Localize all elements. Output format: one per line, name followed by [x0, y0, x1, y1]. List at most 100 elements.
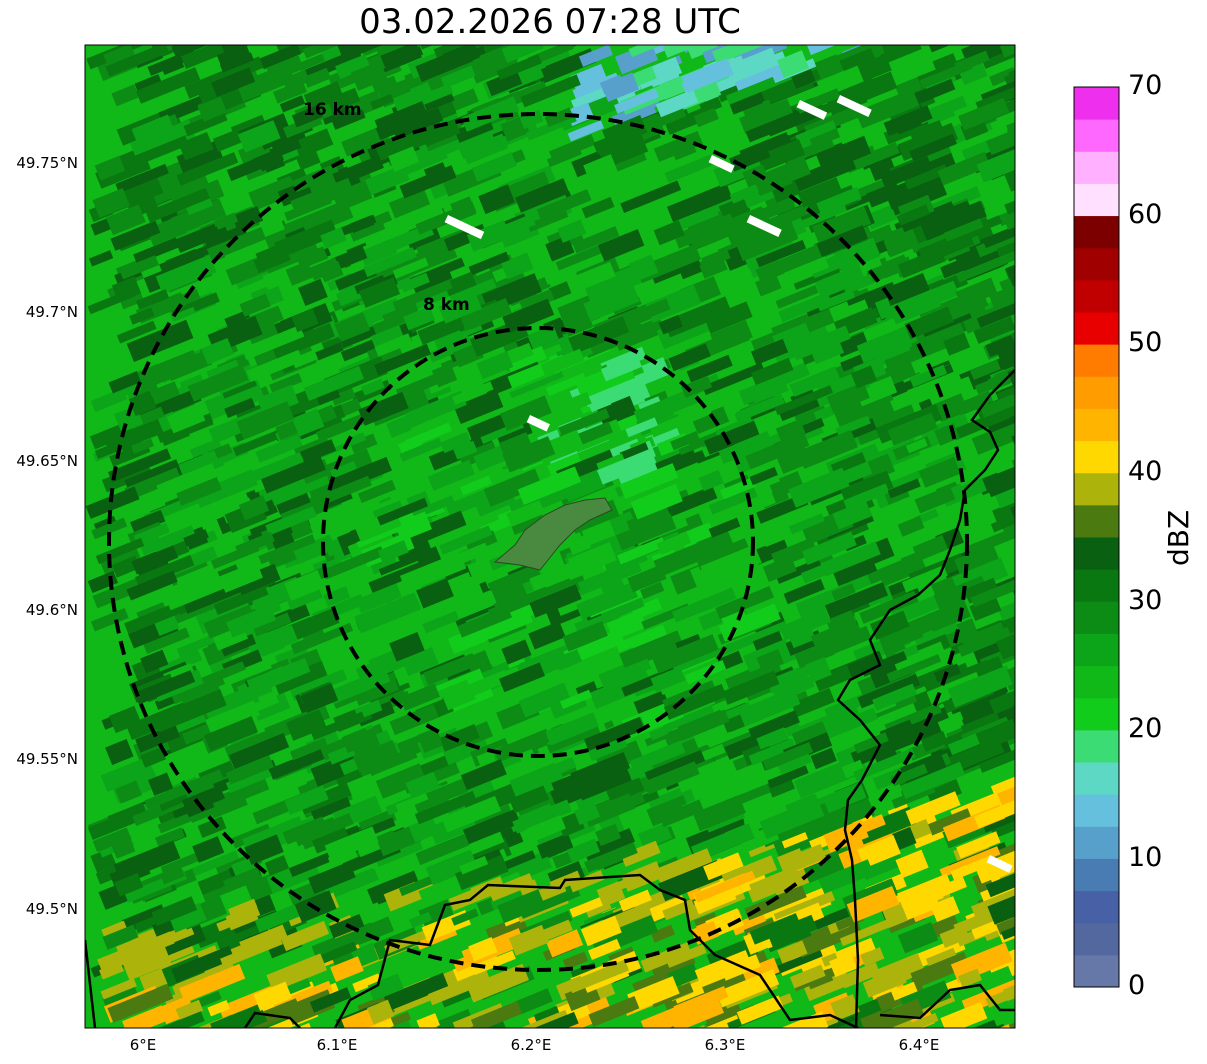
reflectivity-cell	[900, 761, 966, 799]
reflectivity-cell	[197, 816, 227, 838]
reflectivity-cell	[457, 130, 498, 160]
reflectivity-cell	[376, 497, 429, 526]
reflectivity-cell	[907, 1012, 939, 1028]
reflectivity-cell	[213, 584, 269, 616]
reflectivity-cell	[417, 727, 444, 753]
reflectivity-cell	[703, 420, 760, 455]
reflectivity-cell	[1035, 29, 1098, 64]
reflectivity-cell	[399, 683, 440, 711]
reflectivity-cell	[569, 870, 605, 893]
reflectivity-cell	[786, 622, 816, 649]
reflectivity-cell	[735, 393, 785, 422]
reflectivity-cell	[905, 78, 956, 108]
reflectivity-cell	[749, 466, 778, 486]
reflectivity-cell	[238, 495, 270, 521]
reflectivity-cell	[105, 204, 146, 236]
reflectivity-cell	[1040, 605, 1073, 632]
reflectivity-cell	[640, 942, 692, 973]
reflectivity-cell	[618, 889, 652, 912]
reflectivity-cell	[637, 298, 671, 321]
reflectivity-cell	[778, 292, 832, 323]
reflectivity-cell	[440, 431, 472, 454]
reflectivity-cell	[670, 431, 700, 451]
reflectivity-cell	[896, 204, 930, 226]
reflectivity-cell	[363, 247, 417, 278]
reflectivity-cell	[802, 531, 857, 566]
reflectivity-cell	[310, 711, 366, 741]
reflectivity-cell	[292, 408, 325, 437]
reflectivity-cell	[692, 794, 746, 832]
reflectivity-cell	[260, 454, 326, 494]
reflectivity-cell	[331, 1013, 396, 1028]
reflectivity-cell	[207, 999, 230, 1017]
reflectivity-cell	[930, 896, 960, 922]
reflectivity-cell	[1030, 796, 1067, 824]
reflectivity-cell	[701, 248, 731, 269]
reflectivity-cell	[1013, 356, 1015, 381]
reflectivity-cell	[615, 513, 677, 551]
reflectivity-cell	[883, 105, 933, 137]
reflectivity-cell	[628, 45, 684, 58]
reflectivity-cell	[684, 660, 727, 685]
reflectivity-cell	[957, 626, 1012, 657]
reflectivity-cell	[178, 132, 214, 161]
reflectivity-cell	[1023, 922, 1048, 941]
reflectivity-cell	[632, 961, 690, 992]
reflectivity-cell	[572, 226, 620, 254]
reflectivity-cell	[1016, 820, 1066, 847]
reflectivity-cell	[439, 525, 493, 555]
reflectivity-cell	[964, 215, 1003, 237]
reflectivity-cell	[933, 575, 988, 610]
reflectivity-cell	[759, 798, 825, 840]
reflectivity-cell	[308, 861, 356, 894]
reflectivity-cell	[567, 120, 605, 142]
reflectivity-cell	[1022, 431, 1065, 457]
reflectivity-cell	[354, 592, 422, 634]
reflectivity-cell	[497, 889, 546, 924]
reflectivity-cell	[940, 287, 989, 323]
reflectivity-cell	[584, 716, 645, 752]
reflectivity-cell	[225, 755, 274, 785]
reflectivity-cell	[914, 485, 956, 514]
reflectivity-cell	[361, 378, 385, 396]
reflectivity-cell	[596, 448, 657, 485]
reflectivity-cell	[160, 852, 200, 876]
reflectivity-cell	[588, 736, 628, 761]
ring-label-16km: 16 km	[303, 100, 362, 120]
reflectivity-cell	[628, 254, 659, 282]
reflectivity-cell	[300, 683, 339, 713]
reflectivity-cell	[92, 827, 132, 853]
reflectivity-cell	[643, 761, 700, 795]
reflectivity-cell	[762, 741, 814, 771]
reflectivity-cell	[132, 132, 190, 166]
reflectivity-cell	[814, 264, 866, 299]
reflectivity-cell	[340, 214, 377, 236]
reflectivity-cell	[866, 256, 913, 284]
reflectivity-cell	[927, 376, 975, 409]
reflectivity-cell	[135, 67, 201, 104]
reflectivity-cell	[468, 251, 510, 276]
reflectivity-cell	[1016, 418, 1070, 454]
reflectivity-cell	[766, 914, 818, 948]
reflectivity-cell	[493, 728, 552, 763]
reflectivity-cell	[108, 705, 142, 734]
reflectivity-cell	[703, 852, 744, 881]
reflectivity-cell	[735, 220, 799, 262]
reflectivity-cell	[708, 487, 758, 515]
reflectivity-cell	[821, 707, 879, 740]
reflectivity-cell	[85, 486, 140, 519]
reflectivity-cell	[290, 635, 318, 655]
reflectivity-cell	[187, 364, 249, 402]
reflectivity-cell	[159, 241, 219, 273]
reflectivity-cell	[127, 720, 153, 741]
reflectivity-cell	[239, 924, 288, 955]
reflectivity-cell	[562, 621, 608, 652]
reflectivity-cell	[389, 632, 425, 662]
reflectivity-cell	[179, 963, 246, 1003]
reflectivity-cell	[990, 504, 1015, 533]
reflectivity-cell	[478, 184, 515, 215]
reflectivity-cell	[183, 529, 209, 547]
reflectivity-cell	[996, 338, 1015, 370]
reflectivity-cell	[115, 163, 169, 194]
